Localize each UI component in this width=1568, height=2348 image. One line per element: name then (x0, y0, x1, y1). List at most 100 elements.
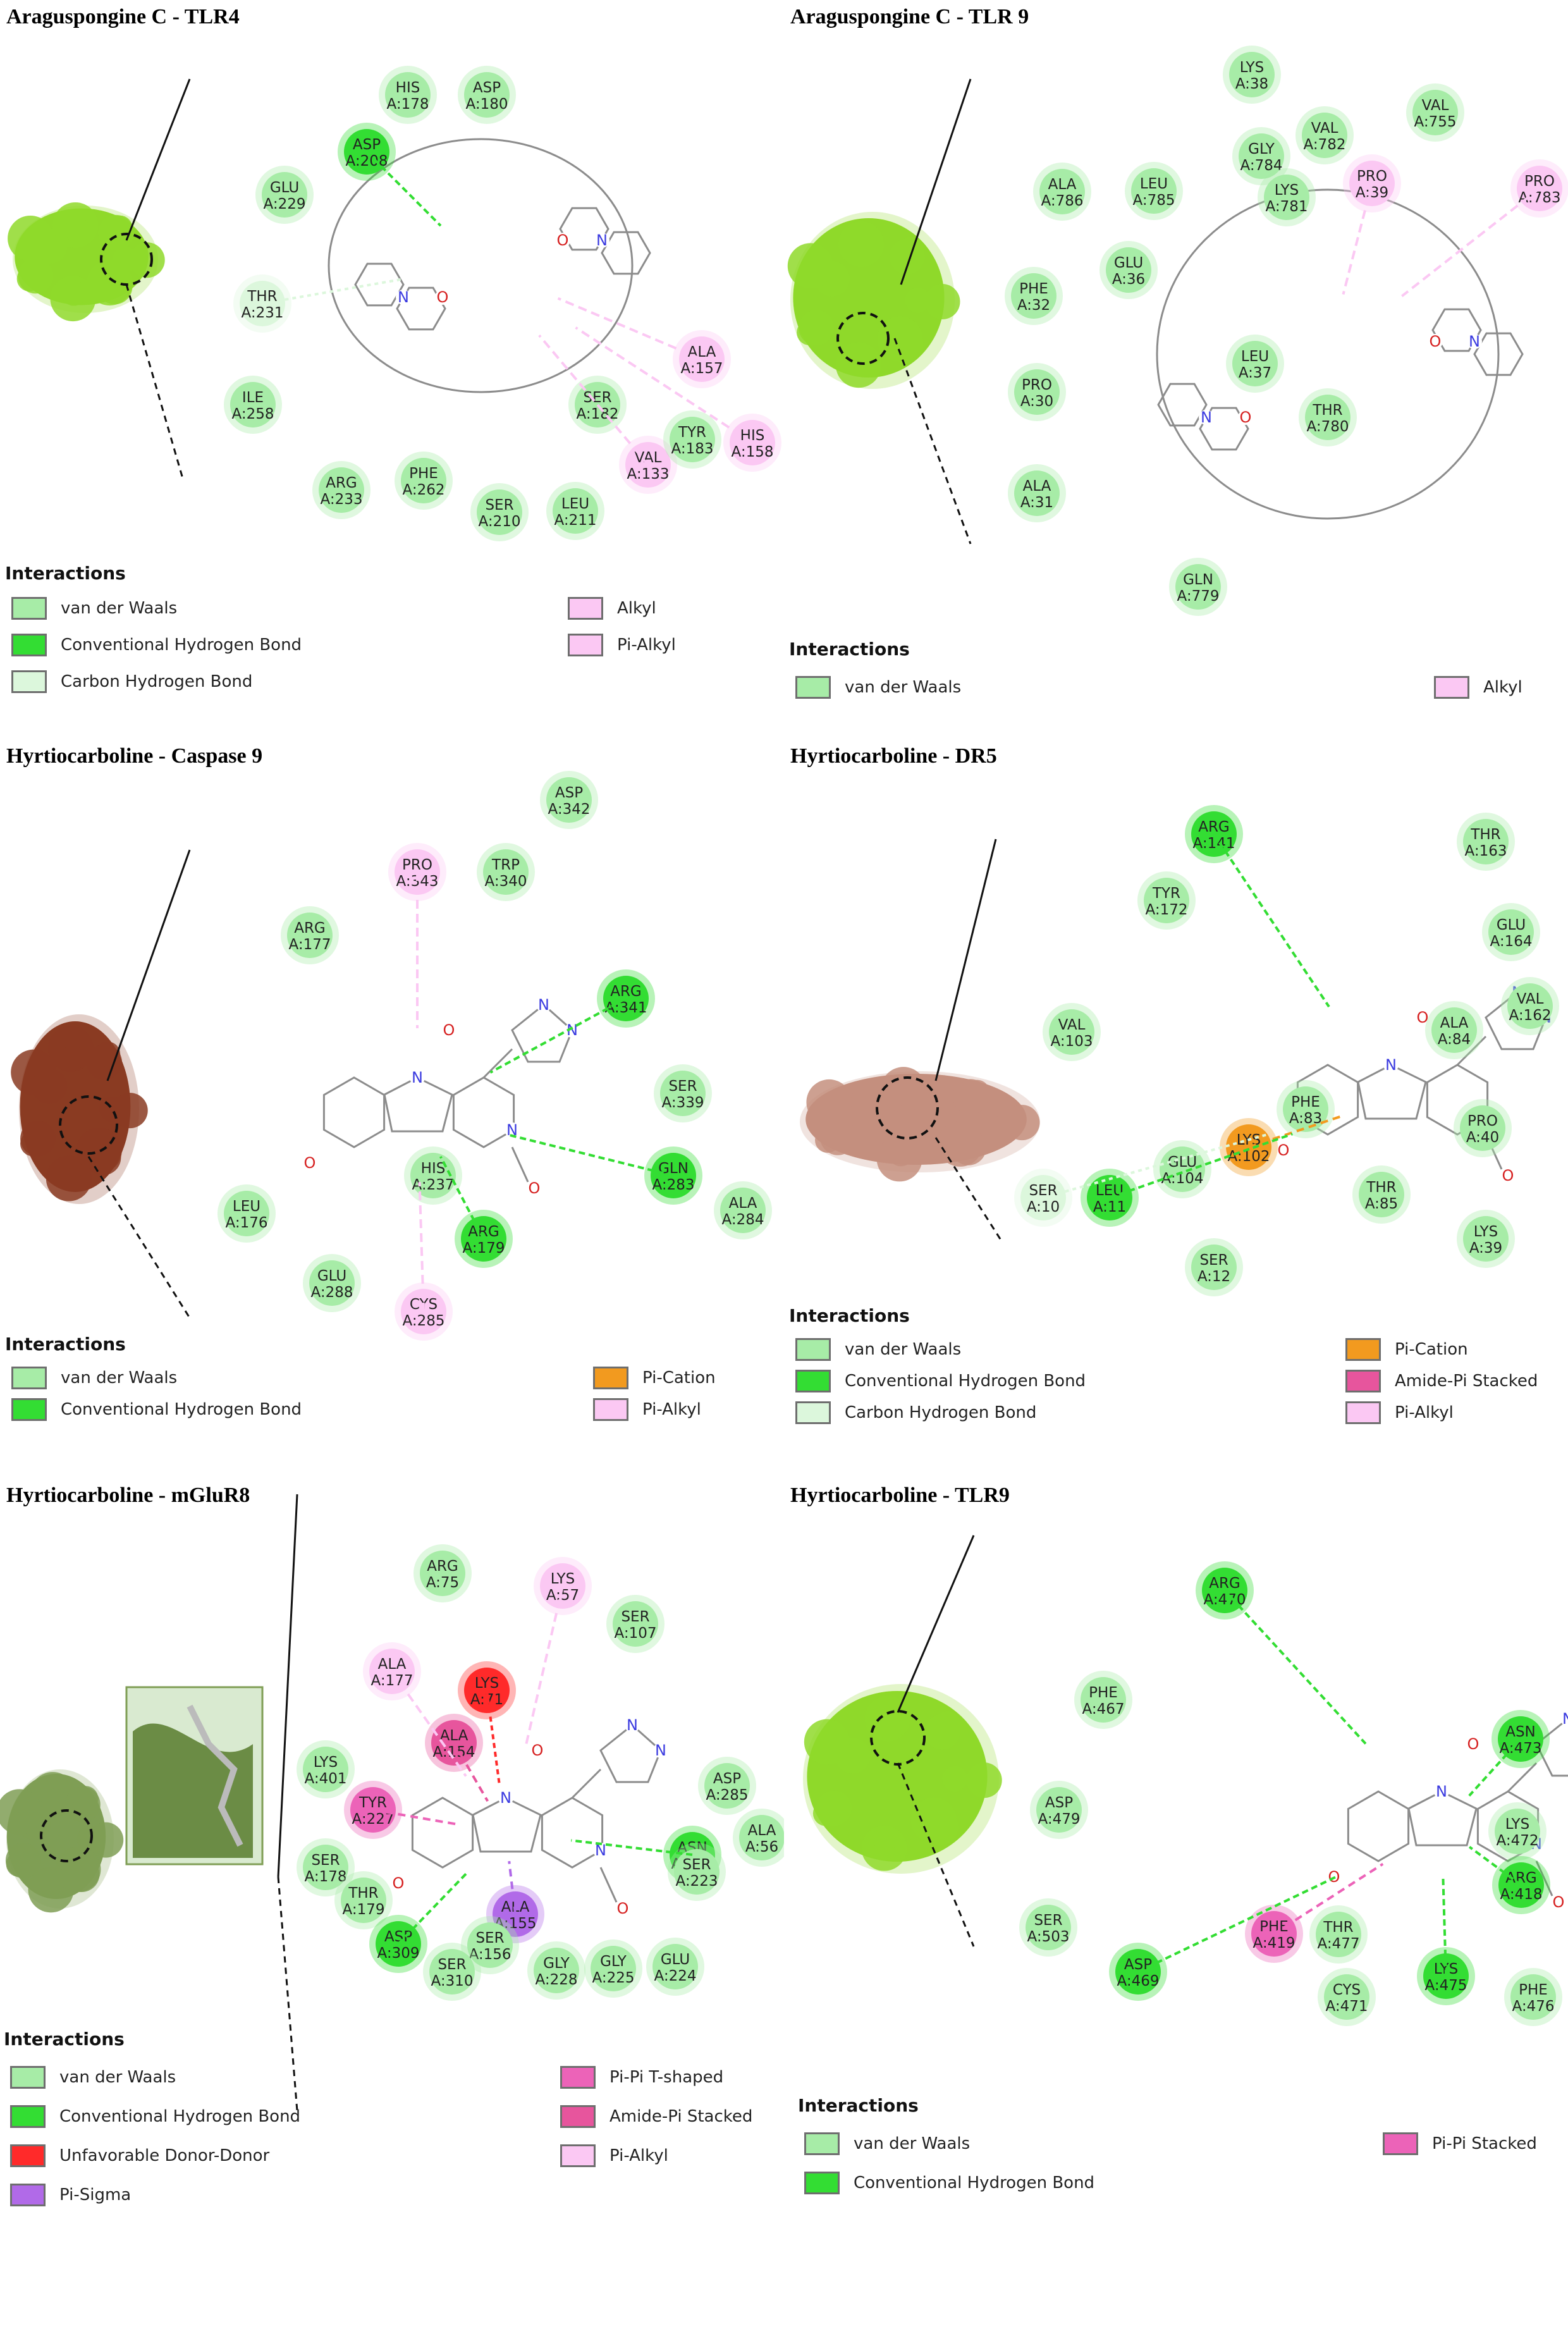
residue-disc (309, 1260, 355, 1306)
interaction-line-alkyl (418, 1182, 425, 1312)
residue-name: LYS (314, 1754, 338, 1771)
legend-swatch (560, 2144, 596, 2167)
interaction-line-alkyl (1401, 187, 1541, 297)
protein-surface-lobe (59, 1045, 85, 1071)
interaction-line-chbond (1043, 1133, 1270, 1199)
interactions-legend: Interactions van der Waals Conventional Hy… (5, 563, 764, 816)
residue-id: A:258 (232, 406, 274, 422)
residue-name: VAL (1517, 991, 1544, 1007)
oxygen-atom: O (1502, 1167, 1514, 1184)
nitrogen-atom-bg (410, 1070, 425, 1085)
legend-label: Pi-Alkyl (1395, 1403, 1454, 1422)
residue-name: PRO (402, 857, 432, 873)
residue-disc (287, 913, 333, 958)
legend-label: Pi-Pi T-shaped (609, 2068, 724, 2087)
legend-item: Alkyl (1434, 673, 1522, 701)
legend-item: Pi-Alkyl (568, 631, 676, 659)
residue-name: THR (1366, 1179, 1396, 1196)
ligand-bond (599, 1867, 618, 1903)
legend-swatch (1345, 1338, 1381, 1361)
protein-surface-lobe (61, 280, 87, 306)
residue-id: A:471 (1326, 1998, 1368, 2015)
protein-surface-lobe (56, 1156, 82, 1182)
residue-disc (319, 467, 364, 513)
interactions-legend: Interactions van der Waals Conventional Hy… (789, 1305, 1548, 1558)
residue-id: A:467 (1082, 1701, 1125, 1718)
legend-heading: Interactions (5, 1334, 126, 1355)
legend-label: van der Waals (61, 1368, 178, 1387)
residue-disc (1510, 1974, 1556, 2020)
residue-id: A:339 (662, 1095, 704, 1111)
residue-name: SER (621, 1609, 649, 1625)
pointer-line (277, 1876, 298, 2111)
residue-disc (674, 1849, 720, 1895)
residue-disc (625, 442, 671, 488)
legend-swatch (795, 1401, 831, 1424)
panel-title: Hyrtiocarboline - DR5 (790, 744, 997, 768)
ring-bond (1431, 308, 1482, 352)
residue-disc (1264, 175, 1309, 220)
residue-disc (575, 382, 620, 427)
protein-surface-lobe (64, 218, 90, 243)
protein-surface-lobe (894, 1081, 920, 1107)
residue-disc (420, 1551, 465, 1596)
legend-item: Pi-Cation (1345, 1336, 1468, 1363)
residue-name: GLU (270, 180, 299, 196)
nitrogen-atom-bg (1383, 1057, 1399, 1073)
residue-disc (1026, 1905, 1071, 1950)
nitrogen-atom: N (1201, 409, 1212, 426)
legend-swatch (1345, 1401, 1381, 1424)
protein-surface-lobe (878, 1715, 903, 1741)
residue-id: A:182 (577, 406, 619, 422)
panel-title: Hyrtiocarboline - Caspase 9 (6, 744, 263, 768)
residue-id: A:179 (463, 1240, 505, 1257)
residue-name: PHE (1291, 1094, 1320, 1110)
residue-name: ASP (713, 1771, 741, 1787)
nitrogen-atom-bg (1560, 1711, 1568, 1726)
legend-item: van der Waals (804, 2130, 970, 2158)
residue-disc (1131, 168, 1177, 214)
ring-bond (541, 1797, 604, 1869)
legend-label: Amide-Pi Stacked (1395, 1372, 1538, 1391)
interaction-line-hbond (1223, 1589, 1367, 1745)
legend-label: Unfavorable Donor-Donor (59, 2146, 270, 2165)
interaction-line-pication (1248, 1115, 1342, 1148)
ring-bond (559, 207, 609, 251)
residue-id: A:224 (654, 1968, 697, 1984)
residue-name: HIS (396, 80, 420, 96)
nitrogen-atom: N (627, 1716, 638, 1734)
residue-id: A:475 (1425, 1977, 1467, 1994)
residue-disc (1507, 983, 1553, 1029)
residue-name: LEU (1096, 1183, 1124, 1199)
residue-name: ALA (729, 1195, 757, 1212)
nitrogen-atom: N (595, 1841, 606, 1859)
residue-id: A:211 (554, 512, 597, 529)
residue-name: PHE (1519, 1982, 1548, 1998)
nitrogen-atom: N (500, 1789, 511, 1807)
legend-heading: Interactions (789, 1305, 910, 1326)
ligand-bond (1507, 1762, 1538, 1793)
residues: ASPA:342PROA:343TRPA:340ARGA:177ARGA:341… (217, 771, 772, 1341)
residue-disc (230, 382, 276, 427)
residue-disc (1144, 878, 1189, 923)
interaction-line-hbond (1137, 1876, 1336, 1973)
residue-name: SER (475, 1930, 504, 1946)
residue-disc (464, 72, 510, 118)
interaction-line-hbond (1468, 1845, 1522, 1886)
legend-label: Pi-Cation (642, 1368, 716, 1387)
nitrogen-atom-bg (1434, 1784, 1449, 1799)
protein-surface-lobe (924, 1714, 960, 1750)
residue-name: ARG (610, 983, 642, 1000)
